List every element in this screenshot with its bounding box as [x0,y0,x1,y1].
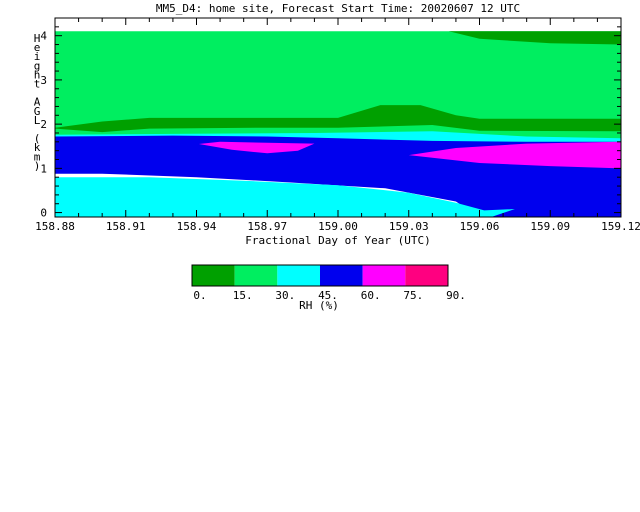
colorbar-swatch [405,265,448,286]
y-label-glyph: ) [34,159,41,172]
axes: 158.88 158.91 158.94 158.97 159.00 159.03 159.… [35,17,640,233]
y-label-glyph: A [34,96,41,109]
x-tick-label: 158.94 [177,220,217,233]
y-tick-label: 2 [40,118,47,131]
colorbar-level-label: 45. [318,289,338,302]
x-tick-label: 159.03 [389,220,429,233]
x-tick-label: 158.97 [247,220,287,233]
x-tick-label: 158.88 [35,220,75,233]
colorbar-level-label: 90. [446,289,466,302]
colorbar-swatch [234,265,278,286]
y-label-glyph: i [34,50,41,63]
colorbar-frame [191,264,449,287]
y-tick-label: 4 [40,30,47,43]
colorbar-swatch [362,265,406,286]
y-label-glyph: e [34,41,41,54]
colorbar: 0. 15. 30. 45. 60. 75. 90. [191,264,466,302]
y-label-glyph: h [34,68,41,81]
chart-title: MM5_D4: home site, Forecast Start Time: … [156,2,520,15]
plot-area [55,18,621,217]
colorbar-label: RH (%) [299,299,339,312]
y-label-glyph: G [34,105,41,118]
contour-region-1 [448,31,621,45]
x-axis-label: Fractional Day of Year (UTC) [245,234,430,247]
y-tick-label: 1 [40,162,47,175]
colorbar-level-label: 30. [275,289,295,302]
colorbar-swatch [192,265,235,286]
colorbar-level-label: 75. [403,289,423,302]
y-tick-label: 3 [40,74,47,87]
x-tick-label: 159.12 [601,220,640,233]
colorbar-swatch [277,265,320,286]
y-label-glyph: k [34,141,41,154]
contour-region-7 [55,177,515,217]
contour-region-6 [408,141,621,169]
y-label-glyph: m [34,150,41,163]
y-label-glyph: L [34,114,41,127]
y-label-glyph: g [34,59,41,72]
x-tick-label: 159.06 [460,220,500,233]
y-label-glyph: t [34,78,41,91]
contour-region-5 [198,141,315,154]
x-tick-label: 159.09 [530,220,570,233]
colorbar-level-label: 0. [193,289,206,302]
x-tick-label: 159.00 [318,220,358,233]
colorbar-level-label: 60. [361,289,381,302]
y-label-glyph: H [34,32,41,45]
colorbar-level-label: 15. [233,289,253,302]
y-tick-label: 0 [40,207,47,220]
y-label-glyph: ( [34,132,41,145]
contour-region-0 [55,31,621,142]
colorbar-swatch [320,265,363,286]
contour-region-2 [55,105,621,133]
x-tick-label: 158.91 [106,220,146,233]
